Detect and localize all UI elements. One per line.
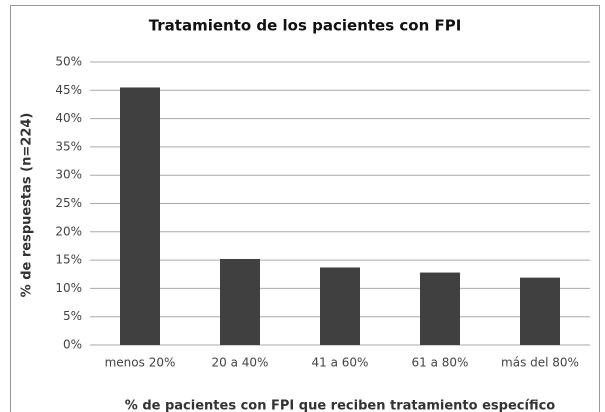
y-tick-label: 0%: [63, 338, 82, 352]
y-tick-label: 35%: [55, 139, 82, 153]
bar: [420, 272, 460, 345]
y-tick-label: 50%: [55, 55, 82, 69]
chart-frame: [10, 5, 600, 412]
y-tick-label: 25%: [55, 196, 82, 210]
bar: [320, 267, 360, 345]
y-tick-label: 40%: [55, 111, 82, 125]
y-tick-label: 30%: [55, 168, 82, 182]
x-tick-label: menos 20%: [105, 356, 176, 370]
y-tick-label: 45%: [55, 83, 82, 97]
x-axis-title: % de pacientes con FPI que reciben trata…: [125, 399, 556, 412]
x-tick-label: 20 a 40%: [212, 356, 269, 370]
x-tick-label: más del 80%: [501, 356, 579, 370]
chart-title: Tratamiento de los pacientes con FPI: [149, 17, 462, 35]
bar: [520, 277, 560, 345]
y-axis-title: % de respuestas (n=224): [20, 113, 35, 298]
x-tick-label: 61 a 80%: [412, 356, 469, 370]
y-tick-label: 15%: [55, 253, 82, 267]
y-tick-label: 10%: [55, 281, 82, 295]
x-tick-label: 41 a 60%: [312, 356, 369, 370]
y-tick-label: 5%: [63, 309, 82, 323]
bar: [120, 87, 160, 345]
bar: [220, 258, 260, 345]
y-tick-label: 20%: [55, 224, 82, 238]
